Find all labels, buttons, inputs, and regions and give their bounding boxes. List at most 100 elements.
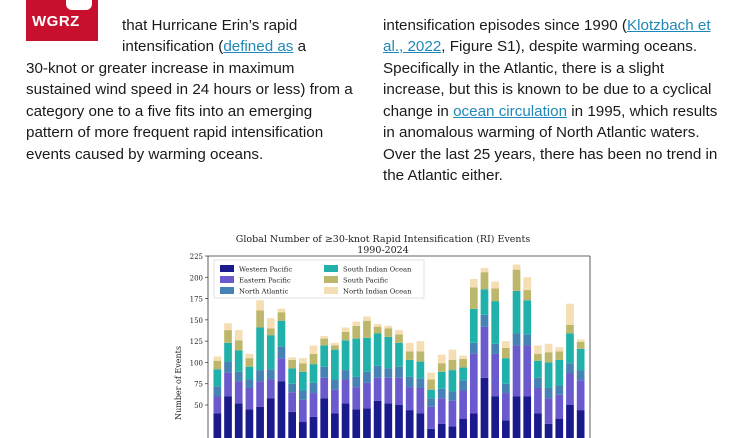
bar-segment	[491, 281, 500, 289]
bar-segment	[437, 363, 446, 372]
ocean-circulation-link[interactable]: ocean circulation	[453, 102, 568, 120]
bar-segment	[234, 340, 243, 351]
bar-segment	[502, 420, 510, 438]
bar-segment	[502, 341, 510, 348]
bar-segment	[523, 345, 532, 397]
bar-segment	[534, 345, 542, 354]
legend-box	[213, 259, 425, 299]
bar-segment	[331, 379, 339, 390]
left-column-text: x that Hurricane Erin’s rapid intensific…	[26, 0, 356, 165]
bar-segment	[469, 308, 478, 343]
bar-segment	[288, 368, 296, 384]
bar-segment	[512, 269, 521, 291]
bar-segment	[288, 392, 296, 412]
right-text-1: intensification episodes since 1990 (	[383, 16, 627, 34]
bar-segment	[459, 418, 467, 438]
bar-segment	[502, 347, 510, 359]
chart-subtitle: 1990-2024	[357, 245, 409, 256]
bar-segment	[320, 345, 329, 367]
bar-segment	[363, 320, 371, 338]
bar-segment	[234, 330, 243, 341]
bar-segment	[309, 393, 318, 417]
legend-label: North Atlantic	[239, 288, 289, 296]
bar-segment	[373, 365, 382, 378]
bar-segment	[512, 290, 521, 334]
left-line-2: intensification (defined as a	[26, 36, 356, 58]
right-paragraph: intensification episodes since 1990 (Klo…	[383, 15, 723, 187]
wgrz-logo: WGRZ	[26, 0, 98, 41]
bar-segment	[256, 406, 264, 438]
bar-segment	[245, 409, 254, 438]
bar-segment	[459, 355, 467, 360]
bar-segment	[448, 359, 457, 371]
logo-text: WGRZ	[32, 13, 80, 30]
bar-segment	[480, 272, 489, 290]
bar-segment	[395, 334, 403, 343]
bar-segment	[502, 358, 510, 384]
bar-segment	[224, 361, 232, 373]
bar-segment	[309, 353, 318, 365]
bar-segment	[298, 422, 307, 438]
bar-segment	[395, 342, 403, 367]
bar-segment	[266, 398, 275, 438]
bar-segment	[405, 410, 414, 438]
bar-segment	[331, 342, 339, 346]
bar-segment	[341, 327, 350, 332]
bar-segment	[480, 377, 489, 438]
bar-segment	[576, 370, 585, 381]
bar-segment	[266, 335, 275, 370]
klotzbach-link[interactable]: Klotzbach et al., 2022	[383, 16, 711, 56]
bar-segment	[523, 290, 532, 301]
bar-segment	[534, 377, 542, 388]
legend-label: North Indian Ocean	[343, 288, 412, 296]
bar-segment	[224, 323, 232, 331]
bar-segment	[320, 398, 329, 438]
bar-segment	[341, 331, 350, 341]
bar-segment	[298, 371, 307, 391]
bar-segment	[437, 388, 446, 399]
bar-segment	[373, 400, 382, 438]
bar-segment	[534, 387, 542, 414]
bar-segment	[224, 372, 232, 397]
bar-segment	[416, 378, 425, 388]
bar-segment	[352, 338, 361, 377]
y-tick-label: 150	[190, 317, 203, 325]
right-column-text: intensification episodes since 1990 (Klo…	[383, 0, 723, 187]
bar-segment	[523, 300, 532, 335]
bar-segment	[544, 362, 553, 388]
bar-segment	[213, 386, 222, 397]
legend-swatch	[220, 276, 234, 283]
bar-segment	[320, 336, 329, 339]
bar-segment	[224, 396, 232, 438]
y-tick-label: 75	[194, 381, 203, 389]
defined-as-link[interactable]: defined as	[223, 38, 294, 55]
bar-segment	[491, 343, 500, 354]
bar-segment	[363, 382, 371, 409]
bar-segment	[320, 338, 329, 346]
bar-segment	[555, 347, 564, 352]
bar-segment	[384, 325, 393, 329]
bar-segment	[266, 379, 275, 399]
left-line-2-post: a	[293, 38, 307, 55]
bar-segment	[416, 413, 425, 438]
bar-segment	[566, 303, 574, 325]
bar-segment	[213, 369, 222, 387]
bar-segment	[416, 341, 425, 352]
bar-segment	[576, 410, 585, 438]
bar-segment	[213, 356, 222, 361]
bar-segment	[555, 359, 564, 386]
y-tick-label: 125	[190, 338, 203, 346]
bar-segment	[298, 390, 307, 400]
bar-segment	[224, 330, 232, 343]
bar-segment	[384, 403, 393, 438]
right-text-3: in 1995, which results in anomalous warm…	[383, 102, 718, 185]
bar-segment	[352, 409, 361, 438]
bar-segment	[395, 366, 403, 378]
bar-segment	[363, 408, 371, 438]
bar-segment	[331, 389, 339, 414]
bar-segment	[341, 370, 350, 380]
y-tick-label: 100	[190, 359, 203, 367]
bar-segment	[405, 351, 414, 360]
bar-segment	[363, 371, 371, 383]
bar-segment	[341, 340, 350, 371]
